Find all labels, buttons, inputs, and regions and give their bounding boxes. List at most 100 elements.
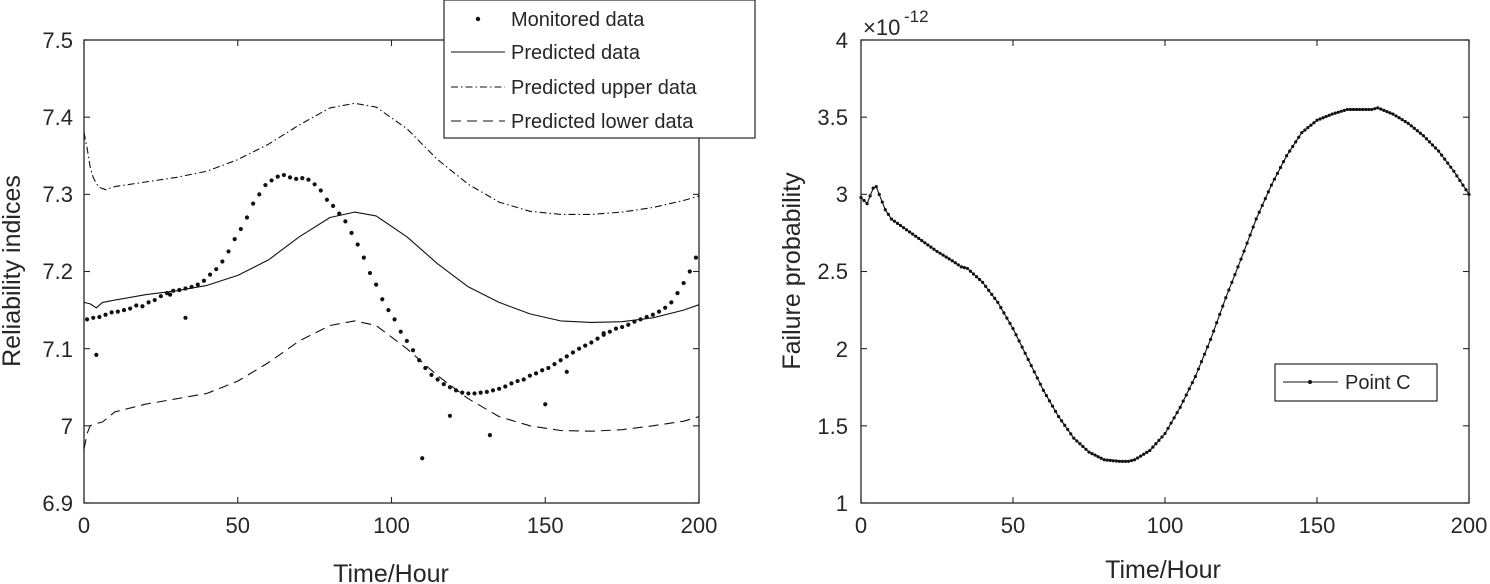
- reliability-x-tick-label: 0: [78, 513, 90, 538]
- reliability-y-tick-label: 7.5: [42, 28, 73, 53]
- series-point-c-marker: [1351, 107, 1356, 112]
- series-point-c-marker: [1102, 458, 1106, 462]
- series-point-c-marker: [1041, 388, 1045, 392]
- series-monitored-data-point: [207, 272, 213, 277]
- series-point-c-marker: [981, 280, 985, 284]
- series-monitored-data-point: [226, 249, 231, 254]
- series-point-c-marker: [865, 201, 869, 206]
- series-monitored-data-point: [675, 291, 680, 296]
- series-point-c-marker: [1397, 116, 1401, 120]
- series-monitored-data-point: [601, 331, 606, 336]
- series-monitored-data-point: [570, 350, 576, 355]
- series-point-c-marker: [1333, 111, 1337, 115]
- failure-series: [859, 106, 1471, 463]
- series-point-c-marker: [1187, 387, 1191, 391]
- series-monitored-data-point: [232, 236, 237, 242]
- reliability-x-tick-labels: 0 50 100 150 200: [78, 513, 717, 538]
- series-point-c-marker: [1315, 118, 1319, 122]
- series-monitored-data-point: [281, 172, 286, 178]
- series-point-c-marker: [953, 261, 957, 265]
- series-monitored-data-point: [128, 306, 133, 311]
- series-monitored-data-point: [626, 322, 631, 327]
- series-point-c-marker: [1449, 165, 1453, 169]
- reliability-y-tick-label: 7.3: [42, 182, 73, 207]
- series-monitored-data-point: [595, 336, 600, 341]
- series-monitored-data-point: [533, 371, 539, 376]
- series-point-c-marker: [871, 186, 875, 190]
- series-monitored-data-point: [201, 278, 207, 283]
- series-point-c-marker: [974, 275, 979, 279]
- series-point-c-marker: [886, 212, 890, 216]
- series-monitored-data-point: [306, 177, 311, 182]
- reliability-x-tick-label: 50: [226, 513, 250, 538]
- series-point-c-marker: [968, 269, 973, 273]
- series-point-c-marker: [1330, 112, 1334, 116]
- series-point-c-marker: [996, 300, 1000, 304]
- series-point-c-marker: [1096, 455, 1100, 459]
- series-monitored-data-point: [168, 292, 173, 297]
- series-point-c-marker: [1467, 192, 1471, 196]
- series-point-c-marker: [977, 277, 982, 282]
- series-monitored-data-point: [644, 314, 649, 320]
- series-monitored-data-point: [552, 362, 557, 367]
- series-point-c-marker: [1081, 444, 1085, 449]
- series-point-c-marker: [1038, 382, 1042, 386]
- series-point-c-marker: [935, 249, 939, 254]
- series-point-c-marker: [1123, 459, 1128, 463]
- series-point-c-marker: [1142, 452, 1146, 456]
- series-point-c-marker: [1373, 107, 1377, 111]
- series-point-c-marker: [1303, 128, 1307, 132]
- series-point-c-marker: [1139, 454, 1143, 458]
- reliability-chart: 0 50 100 150 200 6.9 7 7.1 7.2 7.3 7.4 7…: [0, 0, 756, 584]
- series-point-c-marker: [1026, 357, 1030, 362]
- series-point-c-marker: [1193, 374, 1197, 379]
- series-monitored-data-point: [484, 389, 489, 394]
- series-monitored-data-point: [374, 282, 379, 287]
- series-point-c-marker: [1008, 321, 1012, 325]
- series-point-c-marker: [1440, 153, 1444, 157]
- series-point-c-marker: [990, 292, 994, 296]
- series-monitored-data-point: [275, 174, 280, 179]
- series-point-c-marker: [987, 288, 991, 292]
- series-point-c-marker: [1129, 458, 1134, 463]
- series-point-c-marker: [1357, 107, 1362, 112]
- failure-exponent-base: ×10: [863, 15, 900, 40]
- series-point-c-marker: [1354, 107, 1359, 112]
- series-monitored-data-point: [546, 365, 551, 371]
- failure-y-tick-label: 2.5: [817, 259, 848, 284]
- series-point-c-marker: [895, 221, 900, 225]
- series-monitored-data-point: [134, 303, 139, 308]
- series-monitored-data-point: [318, 188, 323, 193]
- series-point-c-marker: [898, 223, 903, 228]
- series-point-c-marker: [1300, 131, 1304, 135]
- series-point-c-marker: [1278, 165, 1283, 170]
- series-point-c-marker: [1178, 405, 1182, 409]
- failure-x-tick-label: 50: [1001, 513, 1025, 538]
- series-point-c-marker: [1227, 288, 1231, 292]
- series-point-c-marker: [1126, 459, 1131, 463]
- series-monitored-data-point: [515, 378, 520, 384]
- series-point-c-marker: [920, 239, 924, 243]
- series-monitored-data-point: [583, 343, 588, 348]
- reliability-y-axis-label: Reliability indices: [0, 175, 26, 367]
- series-monitored-data-point: [576, 346, 582, 351]
- series-point-c-marker: [1266, 190, 1270, 194]
- failure-y-axis-label: Failure probability: [778, 172, 806, 370]
- series-monitored-data-point: [220, 259, 225, 264]
- series-monitored-data-point: [103, 312, 108, 317]
- series-point-c-marker: [1461, 183, 1465, 187]
- series-point-c-marker: [1251, 225, 1255, 229]
- failure-x-axis-label: Time/Hour: [1105, 556, 1221, 584]
- legend-monitored-marker: [475, 16, 481, 22]
- series-point-c-marker: [1297, 135, 1301, 139]
- series-point-c-marker: [1443, 157, 1447, 161]
- series-point-c-marker: [1221, 304, 1225, 308]
- failure-exponent-label: ×10 -12: [863, 7, 929, 40]
- series-monitored-data-point: [638, 317, 643, 322]
- series-monitored-data-point: [472, 391, 477, 396]
- reliability-x-tick-label: 100: [373, 513, 410, 538]
- series-monitored-data-point: [521, 377, 526, 382]
- legend-point-c-marker: [1308, 380, 1312, 384]
- series-point-c-marker: [999, 306, 1003, 310]
